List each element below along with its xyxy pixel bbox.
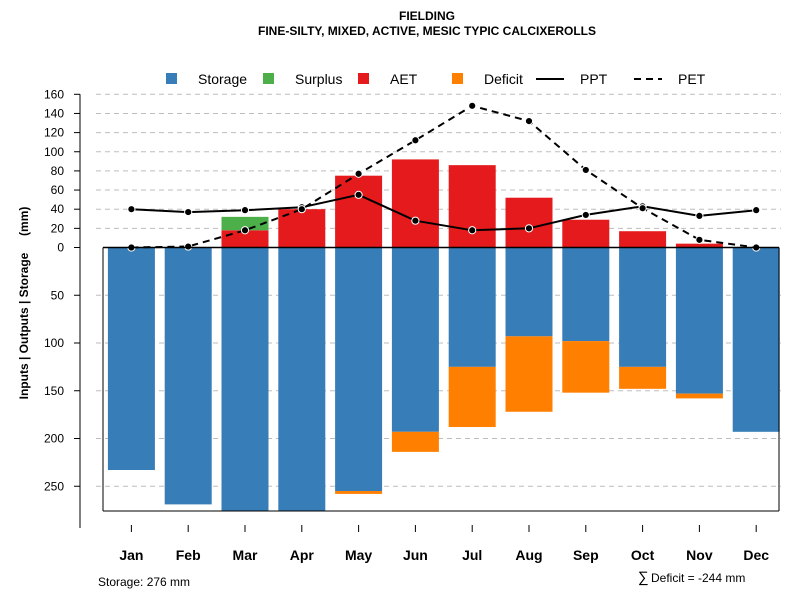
storage-bar-nov	[675, 247, 723, 394]
x-tick-label-sep: Sep	[573, 547, 599, 563]
y-tick-label-140: 140	[44, 106, 64, 120]
deficit-bar-nov	[675, 393, 723, 399]
deficit-bar-sep	[562, 341, 610, 393]
aet-bar-oct	[619, 231, 667, 248]
pet-point-aug	[524, 117, 534, 126]
storage-bar-apr	[278, 247, 326, 511]
y-tick-label-160: 160	[44, 87, 64, 101]
y-tick-label-lower-50: 50	[51, 288, 65, 302]
sum-symbol: ∑	[638, 569, 649, 586]
x-tick-label-may: May	[345, 547, 372, 563]
bars	[107, 159, 780, 511]
x-tick-label-nov: Nov	[686, 547, 713, 563]
legend-label-deficit: Deficit	[484, 71, 523, 87]
deficit-bar-oct	[619, 366, 667, 389]
y-tick-label-lower-250: 250	[44, 479, 64, 493]
pet-point-jul	[468, 101, 477, 110]
aet-bar-aug	[505, 197, 553, 248]
y-tick-label-lower-100: 100	[44, 336, 64, 350]
storage-bar-dec	[732, 247, 780, 432]
deficit-bar-aug	[505, 336, 553, 412]
deficit-bar-jul	[448, 366, 496, 428]
x-tick-label-jan: Jan	[119, 547, 143, 563]
storage-bar-mar	[221, 247, 269, 511]
storage-bar-aug	[505, 247, 553, 337]
pet-point-mar	[240, 226, 250, 235]
legend-swatch-deficit	[452, 73, 463, 84]
chart-subtitle: FINE-SILTY, MIXED, ACTIVE, MESIC TYPIC C…	[258, 24, 596, 38]
deficit-bar-jun	[391, 431, 439, 452]
y-tick-label-lower-200: 200	[44, 432, 64, 446]
ppt-point-may	[354, 190, 363, 199]
x-tick-label-jun: Jun	[403, 547, 428, 563]
aet-bar-mar	[221, 230, 269, 248]
storage-bar-jul	[448, 247, 496, 367]
pet-point-may	[354, 169, 363, 178]
deficit-note: Deficit = -244 mm	[651, 571, 745, 585]
y-tick-label-20: 20	[51, 221, 65, 235]
aet-bar-jun	[391, 159, 439, 248]
legend-label-surplus: Surplus	[295, 71, 342, 87]
legend-swatch-surplus	[263, 73, 274, 84]
storage-bar-feb	[164, 247, 212, 505]
surplus-bar-mar	[221, 216, 269, 231]
ppt-point-jun	[411, 216, 420, 225]
ppt-point-jan	[127, 205, 136, 214]
legend-label-ppt: PPT	[580, 71, 608, 87]
y-tick-label-100: 100	[44, 145, 64, 159]
storage-bar-may	[335, 247, 383, 492]
aet-bar-may	[335, 175, 383, 248]
pet-point-nov	[695, 235, 704, 244]
ppt-point-sep	[581, 210, 590, 220]
lines	[127, 101, 761, 252]
legend-label-aet: AET	[390, 71, 418, 87]
legend-label-pet: PET	[678, 71, 706, 87]
pet-point-feb	[184, 242, 193, 251]
storage-bar-jan	[107, 247, 155, 471]
legend-swatch-storage	[166, 73, 177, 84]
y-tick-label-40: 40	[51, 202, 65, 216]
aet-bar-sep	[562, 219, 610, 248]
pet-point-apr	[297, 205, 306, 214]
ppt-point-nov	[695, 211, 704, 221]
ppt-point-jul	[468, 226, 477, 235]
x-tick-label-jul: Jul	[462, 547, 482, 563]
chart-title: FIELDING	[399, 9, 455, 23]
y-axis-label: Inputs | Outputs | Storage (mm)	[17, 207, 31, 400]
x-tick-label-oct: Oct	[631, 547, 655, 563]
y-tick-label-0: 0	[57, 241, 64, 255]
y-tick-label-60: 60	[51, 183, 65, 197]
storage-bar-jun	[391, 247, 439, 432]
x-tick-label-mar: Mar	[233, 547, 258, 563]
y-tick-label-lower-150: 150	[44, 384, 64, 398]
x-tick-label-feb: Feb	[176, 547, 201, 563]
x-tick-label-aug: Aug	[515, 547, 542, 563]
aet-bar-jul	[448, 165, 496, 248]
ppt-line	[131, 193, 757, 232]
storage-note: Storage: 276 mm	[98, 575, 190, 589]
pet-point-sep	[581, 165, 590, 175]
legend-label-storage: Storage	[198, 71, 247, 87]
legend-swatch-aet	[358, 73, 369, 84]
y-tick-label-120: 120	[44, 126, 64, 140]
storage-bar-sep	[562, 247, 610, 342]
pet-point-jun	[411, 136, 420, 145]
deficit-bar-may	[335, 491, 383, 494]
x-tick-label-dec: Dec	[743, 547, 769, 563]
pet-line	[131, 104, 757, 249]
ppt-point-aug	[524, 224, 534, 233]
ppt-point-dec	[752, 206, 761, 215]
legend: Storage Surplus AET Deficit PPT PET	[166, 71, 706, 87]
aet-bar-nov	[675, 243, 723, 248]
x-tick-label-apr: Apr	[290, 547, 315, 563]
ppt-point-mar	[240, 206, 250, 215]
y-tick-label-80: 80	[51, 164, 65, 178]
ppt-point-feb	[184, 207, 193, 217]
pet-point-oct	[638, 204, 647, 213]
storage-bar-oct	[619, 247, 667, 367]
